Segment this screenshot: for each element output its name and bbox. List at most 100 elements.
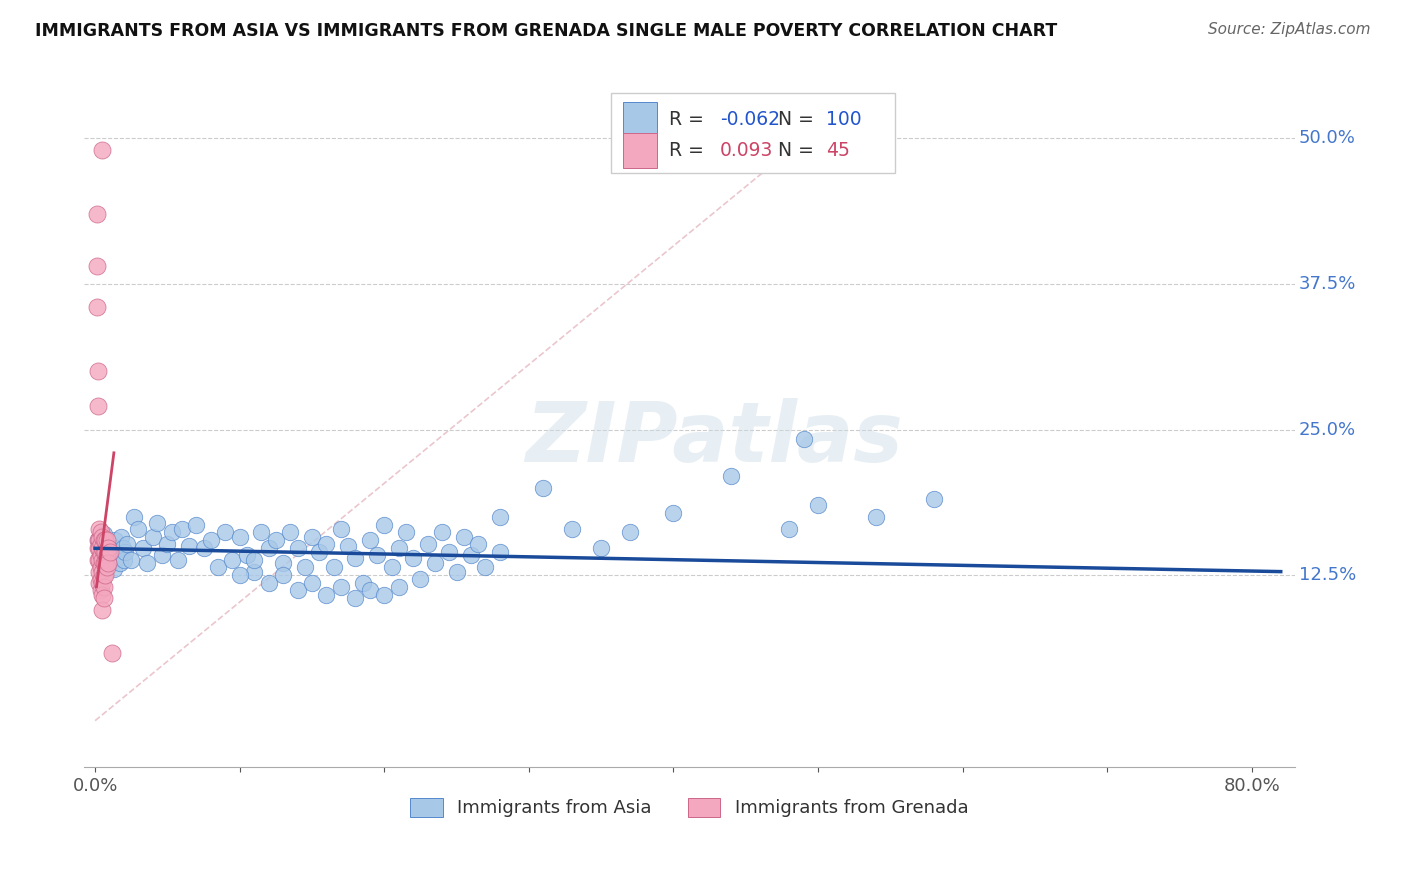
- Point: [301, 576, 323, 591]
- Point: [380, 560, 402, 574]
- Point: [93, 557, 115, 571]
- Point: [87, 364, 110, 378]
- Bar: [623, 102, 657, 137]
- Point: [793, 432, 815, 446]
- Point: [107, 541, 129, 556]
- FancyBboxPatch shape: [610, 93, 896, 173]
- Point: [87, 541, 110, 556]
- Point: [344, 591, 367, 606]
- Point: [315, 588, 337, 602]
- Point: [94, 539, 117, 553]
- Point: [329, 580, 352, 594]
- Point: [142, 530, 165, 544]
- Point: [91, 143, 114, 157]
- Point: [236, 549, 259, 563]
- Point: [322, 560, 344, 574]
- Text: 100: 100: [827, 110, 862, 129]
- Text: ZIPatlas: ZIPatlas: [524, 399, 903, 479]
- Point: [329, 522, 352, 536]
- Point: [112, 553, 135, 567]
- Point: [93, 533, 115, 548]
- Point: [94, 545, 117, 559]
- Point: [287, 583, 309, 598]
- Text: -0.062: -0.062: [720, 110, 780, 129]
- Point: [662, 507, 685, 521]
- Point: [136, 557, 159, 571]
- Point: [278, 524, 301, 539]
- Point: [97, 557, 120, 571]
- Point: [91, 557, 114, 571]
- Point: [90, 549, 112, 563]
- Point: [86, 207, 108, 221]
- Point: [87, 533, 110, 548]
- Point: [86, 300, 108, 314]
- Text: 12.5%: 12.5%: [1299, 566, 1357, 584]
- Point: [87, 399, 110, 413]
- Point: [221, 553, 243, 567]
- Point: [86, 260, 108, 274]
- Point: [89, 533, 111, 548]
- Text: 0.093: 0.093: [720, 141, 773, 160]
- Point: [115, 536, 138, 550]
- Point: [301, 530, 323, 544]
- Point: [409, 572, 432, 586]
- Point: [561, 522, 583, 536]
- Point: [91, 553, 114, 567]
- Point: [359, 583, 381, 598]
- Point: [366, 549, 388, 563]
- Point: [423, 557, 446, 571]
- Point: [186, 518, 208, 533]
- Point: [89, 541, 111, 556]
- Point: [89, 541, 111, 556]
- Point: [90, 524, 112, 539]
- Point: [89, 565, 111, 579]
- Point: [352, 576, 374, 591]
- Point: [467, 536, 489, 550]
- Point: [865, 509, 887, 524]
- Point: [395, 524, 418, 539]
- Point: [89, 553, 111, 567]
- Point: [257, 541, 280, 556]
- Point: [120, 553, 142, 567]
- Point: [93, 580, 115, 594]
- Point: [90, 536, 112, 550]
- Text: IMMIGRANTS FROM ASIA VS IMMIGRANTS FROM GRENADA SINGLE MALE POVERTY CORRELATION : IMMIGRANTS FROM ASIA VS IMMIGRANTS FROM …: [35, 22, 1057, 40]
- Bar: [623, 133, 657, 168]
- Text: R =: R =: [669, 110, 710, 129]
- Text: R =: R =: [669, 141, 716, 160]
- Point: [91, 541, 114, 556]
- Point: [90, 549, 112, 563]
- Point: [127, 522, 149, 536]
- Point: [104, 533, 127, 548]
- Point: [337, 539, 360, 553]
- Point: [96, 533, 118, 548]
- Point: [430, 524, 453, 539]
- Point: [101, 646, 124, 660]
- Point: [207, 560, 229, 574]
- Point: [359, 533, 381, 548]
- Point: [271, 557, 294, 571]
- Point: [114, 545, 136, 559]
- Point: [166, 553, 188, 567]
- Point: [388, 580, 411, 594]
- Point: [97, 549, 120, 563]
- Point: [122, 509, 145, 524]
- Point: [90, 572, 112, 586]
- Point: [108, 557, 131, 571]
- Point: [103, 562, 125, 576]
- Point: [214, 524, 236, 539]
- Point: [160, 524, 183, 539]
- Point: [591, 541, 613, 556]
- Point: [170, 522, 193, 536]
- Point: [402, 550, 425, 565]
- Legend: Immigrants from Asia, Immigrants from Grenada: Immigrants from Asia, Immigrants from Gr…: [404, 791, 976, 824]
- Point: [96, 560, 118, 574]
- Point: [193, 541, 215, 556]
- Point: [228, 568, 250, 582]
- Point: [264, 533, 287, 548]
- Point: [177, 539, 200, 553]
- Point: [619, 524, 641, 539]
- Point: [373, 588, 395, 602]
- Text: N =: N =: [778, 110, 820, 129]
- Point: [91, 603, 114, 617]
